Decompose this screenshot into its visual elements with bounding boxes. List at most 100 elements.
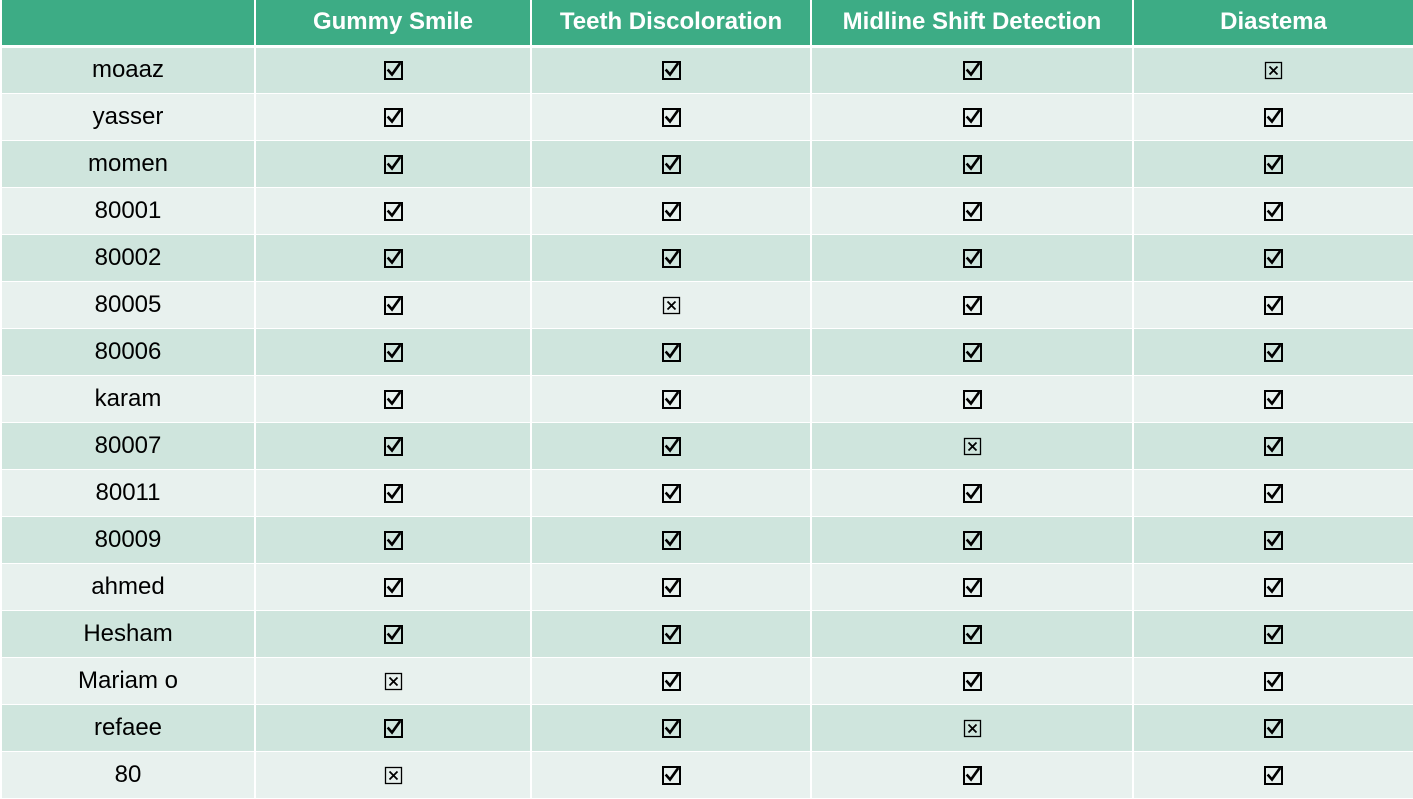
check-box-icon	[383, 483, 403, 503]
cell-gummy-smile	[255, 751, 532, 799]
check-box-icon	[661, 436, 681, 456]
cell-diastema	[1133, 375, 1413, 423]
cell-diastema	[1133, 657, 1413, 705]
header-gummy-smile: Gummy Smile	[255, 0, 532, 48]
cell-teeth-discoloration	[531, 704, 812, 752]
cell-midline-shift-detection	[811, 46, 1134, 94]
table-row: 80001	[2, 187, 1413, 235]
cell-gummy-smile	[255, 140, 532, 188]
cell-teeth-discoloration	[531, 46, 812, 94]
cell-diastema	[1133, 751, 1413, 799]
check-box-icon	[962, 154, 982, 174]
cell-gummy-smile	[255, 93, 532, 141]
x-box-icon	[384, 672, 403, 691]
header-midline-shift-detection: Midline Shift Detection	[811, 0, 1134, 48]
check-box-icon	[661, 342, 681, 362]
check-box-icon	[962, 624, 982, 644]
check-box-icon	[661, 765, 681, 785]
check-box-icon	[383, 201, 403, 221]
cell-teeth-discoloration	[531, 751, 812, 799]
check-box-icon	[383, 577, 403, 597]
check-box-icon	[1264, 154, 1283, 174]
cell-teeth-discoloration	[531, 516, 812, 564]
cell-gummy-smile	[255, 281, 532, 329]
table-row: 80005	[2, 281, 1413, 329]
check-box-icon	[383, 624, 403, 644]
check-box-icon	[1264, 624, 1283, 644]
check-box-icon	[661, 577, 681, 597]
table-body: moaaz yasser momen 80001 80002 80005 80006 kara…	[2, 46, 1413, 799]
table-header: Gummy Smile Teeth Discoloration Midline …	[2, 0, 1413, 48]
cell-diastema	[1133, 187, 1413, 235]
cell-teeth-discoloration	[531, 657, 812, 705]
cell-gummy-smile	[255, 375, 532, 423]
check-box-icon	[962, 389, 982, 409]
cell-gummy-smile	[255, 657, 532, 705]
cell-midline-shift-detection	[811, 751, 1134, 799]
x-box-icon	[1264, 61, 1283, 80]
cell-diastema	[1133, 234, 1413, 282]
check-box-icon	[661, 483, 681, 503]
check-box-icon	[661, 154, 681, 174]
check-box-icon	[383, 718, 403, 738]
cell-teeth-discoloration	[531, 375, 812, 423]
cell-diastema	[1133, 46, 1413, 94]
check-box-icon	[1264, 483, 1283, 503]
check-box-icon	[962, 201, 982, 221]
cell-gummy-smile	[255, 610, 532, 658]
check-box-icon	[1264, 201, 1283, 221]
check-box-icon	[962, 342, 982, 362]
check-box-icon	[1264, 577, 1283, 597]
cell-diastema	[1133, 563, 1413, 611]
cell-teeth-discoloration	[531, 610, 812, 658]
cell-teeth-discoloration	[531, 93, 812, 141]
cell-gummy-smile	[255, 234, 532, 282]
check-box-icon	[661, 107, 681, 127]
cell-midline-shift-detection	[811, 328, 1134, 376]
check-box-icon	[1264, 436, 1283, 456]
check-box-icon	[383, 248, 403, 268]
table-row: moaaz	[2, 46, 1413, 94]
check-box-icon	[383, 154, 403, 174]
row-name-cell: 80007	[2, 422, 256, 470]
check-box-icon	[962, 671, 982, 691]
cell-midline-shift-detection	[811, 234, 1134, 282]
row-name-cell: 80011	[2, 469, 256, 517]
cell-midline-shift-detection	[811, 516, 1134, 564]
cell-midline-shift-detection	[811, 187, 1134, 235]
cell-midline-shift-detection	[811, 281, 1134, 329]
check-box-icon	[1264, 530, 1283, 550]
table-row: 80007	[2, 422, 1413, 470]
row-name-cell: 80006	[2, 328, 256, 376]
table-row: karam	[2, 375, 1413, 423]
cell-diastema	[1133, 610, 1413, 658]
cell-teeth-discoloration	[531, 187, 812, 235]
cell-gummy-smile	[255, 187, 532, 235]
check-box-icon	[661, 671, 681, 691]
check-box-icon	[1264, 248, 1283, 268]
header-row: Gummy Smile Teeth Discoloration Midline …	[2, 0, 1413, 48]
check-box-icon	[383, 436, 403, 456]
table-row: Hesham	[2, 610, 1413, 658]
table-row: 80009	[2, 516, 1413, 564]
x-box-icon	[963, 719, 982, 738]
row-name-cell: yasser	[2, 93, 256, 141]
check-box-icon	[1264, 389, 1283, 409]
x-box-icon	[384, 766, 403, 785]
table-row: refaee	[2, 704, 1413, 752]
check-box-icon	[661, 201, 681, 221]
row-name-cell: momen	[2, 140, 256, 188]
cell-midline-shift-detection	[811, 140, 1134, 188]
cell-gummy-smile	[255, 328, 532, 376]
table-row: 80	[2, 751, 1413, 799]
cell-diastema	[1133, 281, 1413, 329]
table-row: momen	[2, 140, 1413, 188]
check-box-icon	[383, 530, 403, 550]
row-name-cell: karam	[2, 375, 256, 423]
check-box-icon	[1264, 765, 1283, 785]
header-diastema: Diastema	[1133, 0, 1413, 48]
cell-diastema	[1133, 469, 1413, 517]
cell-midline-shift-detection	[811, 563, 1134, 611]
cell-gummy-smile	[255, 469, 532, 517]
row-name-cell: ahmed	[2, 563, 256, 611]
